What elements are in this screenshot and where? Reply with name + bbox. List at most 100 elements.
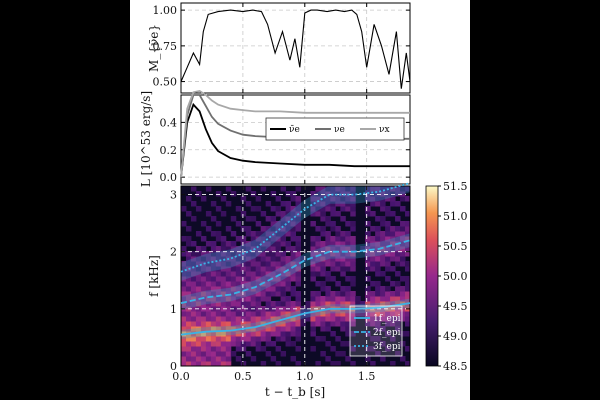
x-tick-label: 0.5 xyxy=(234,370,252,383)
heatmap-cell xyxy=(385,286,391,292)
heatmap-cell xyxy=(235,251,242,257)
heatmap-cell xyxy=(250,296,257,302)
heatmap-cell xyxy=(200,291,207,297)
heatmap-cell xyxy=(260,326,267,332)
heatmap-cell xyxy=(310,236,316,242)
heatmap-cell xyxy=(380,251,386,257)
heatmap-cell xyxy=(181,346,187,352)
heatmap-cell xyxy=(230,216,237,222)
heatmap-cell xyxy=(375,321,381,327)
heatmap-cell xyxy=(200,331,207,337)
series-line-0 xyxy=(180,102,410,178)
heatmap-cell xyxy=(195,361,202,366)
heatmap-cell xyxy=(340,341,346,347)
heatmap-cell xyxy=(265,281,272,287)
heatmap-cell xyxy=(345,326,351,332)
series-line-2 xyxy=(180,89,410,178)
heatmap-cell xyxy=(280,236,287,242)
heatmap-cell xyxy=(390,266,396,272)
heatmap-cell xyxy=(295,261,301,267)
heatmap-cell xyxy=(400,191,406,197)
heatmap-cell xyxy=(230,296,237,302)
heatmap-cell xyxy=(285,211,292,217)
heatmap-cell xyxy=(275,271,282,277)
heatmap-cell xyxy=(280,311,287,317)
heatmap-cell xyxy=(365,236,371,242)
heatmap-cell xyxy=(315,226,321,232)
heatmap-cell xyxy=(260,271,267,277)
heatmap-cell xyxy=(285,216,292,222)
heatmap-cell xyxy=(315,191,321,197)
heatmap-cell xyxy=(275,231,282,237)
heatmap-cell xyxy=(270,241,277,247)
heatmap-cell xyxy=(225,286,232,292)
heatmap-cell xyxy=(265,341,272,347)
heatmap-cell xyxy=(245,276,252,282)
heatmap-cell xyxy=(310,251,316,257)
heatmap-cell xyxy=(385,221,391,227)
heatmap-cell xyxy=(295,281,301,287)
heatmap-cell xyxy=(290,311,296,317)
heatmap-cell xyxy=(290,191,296,197)
heatmap-cell xyxy=(215,261,222,267)
heatmap-cell xyxy=(315,361,321,366)
heatmap-cell xyxy=(290,226,296,232)
heatmap-cell xyxy=(235,281,242,287)
heatmap-cell xyxy=(385,301,391,307)
heatmap-cell xyxy=(360,246,366,252)
heatmap-cell xyxy=(205,361,212,366)
heatmap-cell xyxy=(255,281,262,287)
heatmap-cell xyxy=(330,321,336,327)
heatmap-cell xyxy=(320,326,326,332)
heatmap-cell xyxy=(185,241,192,247)
heatmap-cell xyxy=(225,356,232,362)
heatmap-cell xyxy=(335,316,341,322)
heatmap-cell xyxy=(390,256,396,262)
panel-top: 0.50 0.75 1.00 xyxy=(153,2,411,94)
heatmap-cell xyxy=(405,251,410,257)
heatmap-cell xyxy=(181,206,187,212)
heatmap-cell xyxy=(225,306,232,312)
heatmap-cell xyxy=(325,246,331,252)
heatmap-cell xyxy=(235,276,242,282)
heatmap-cell xyxy=(320,256,326,262)
heatmap-cell xyxy=(345,206,351,212)
heatmap-cell xyxy=(385,241,391,247)
heatmap-cell xyxy=(200,251,207,257)
heatmap-cell xyxy=(215,231,222,237)
heatmap-cell xyxy=(400,276,406,282)
heatmap-cell xyxy=(285,311,292,317)
heatmap-cell xyxy=(185,311,192,317)
heatmap-cell xyxy=(215,296,222,302)
heatmap-cell xyxy=(290,326,296,332)
heatmap-cell xyxy=(181,286,187,292)
heatmap-cell xyxy=(255,336,262,342)
heatmap-cell xyxy=(230,256,237,262)
y-tick-label: 1.00 xyxy=(153,4,178,17)
heatmap-cell xyxy=(325,321,331,327)
heatmap-cell xyxy=(325,201,331,207)
heatmap-cell xyxy=(205,356,212,362)
heatmap-cell xyxy=(315,336,321,342)
heatmap-cell xyxy=(370,236,376,242)
heatmap-cell xyxy=(225,321,232,327)
x-tick-label: 1.0 xyxy=(296,370,314,383)
heatmap-cell xyxy=(290,331,296,337)
heatmap-cell xyxy=(210,336,217,342)
heatmap-cell xyxy=(205,311,212,317)
heatmap-cell xyxy=(265,271,272,277)
heatmap-cell xyxy=(340,266,346,272)
heatmap-cell xyxy=(260,246,267,252)
heatmap-cell xyxy=(181,351,187,357)
heatmap-cell xyxy=(190,361,197,366)
heatmap-cell xyxy=(280,331,287,337)
heatmap-cell xyxy=(300,316,306,322)
heatmap-cell xyxy=(190,201,197,207)
heatmap-cell xyxy=(280,351,287,357)
heatmap-cell xyxy=(385,236,391,242)
heatmap-cell xyxy=(240,341,247,347)
heatmap-cell xyxy=(215,236,222,242)
heatmap-cell xyxy=(245,271,252,277)
heatmap-cell xyxy=(335,351,341,357)
heatmap-cell xyxy=(385,251,391,257)
